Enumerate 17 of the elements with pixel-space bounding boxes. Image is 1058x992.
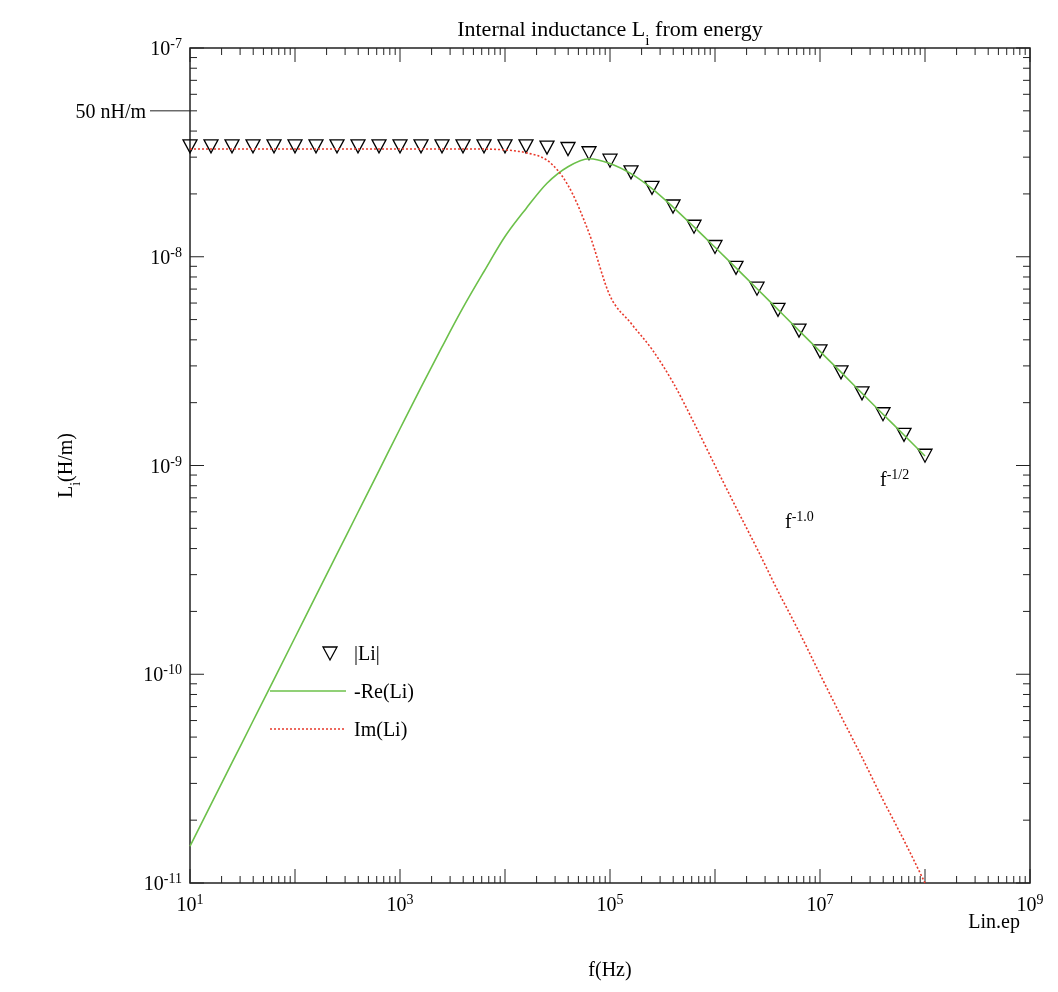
annotation: f$^{-1.0}$ [785, 508, 814, 532]
x-tick-label: 10$^{7}$ [806, 891, 834, 915]
legend-label: |Li| [354, 642, 380, 665]
y-tick-label: 10$^{-9}$ [150, 453, 182, 477]
y-tick-label: 10$^{-8}$ [150, 244, 182, 268]
x-tick-label: 10$^{3}$ [386, 891, 414, 915]
x-axis-title: f(Hz) [588, 958, 632, 981]
annotation: f$^{-1/2}$ [880, 466, 910, 490]
ref-line-label: 50 nH/m [75, 99, 147, 122]
x-tick-label: 10$^{5}$ [596, 891, 624, 915]
y-tick-label: 10$^{-10}$ [143, 661, 182, 686]
y-tick-label: 10$^{-11}$ [143, 870, 182, 894]
legend-label: Im(Li) [354, 718, 408, 741]
x-tick-label: 10$^{1}$ [176, 891, 204, 915]
chart-title: Internal inductance L$_{i}$ from energy [457, 16, 763, 48]
y-tick-label: 10$^{-7}$ [150, 35, 182, 59]
legend-label: -Re(Li) [354, 680, 414, 703]
